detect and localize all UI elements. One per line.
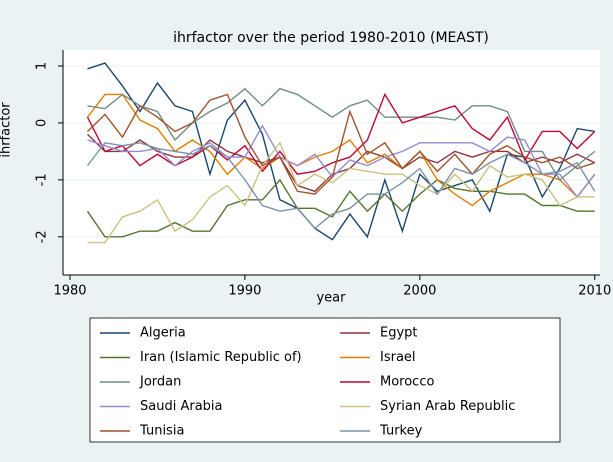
x-tick-label: 2000 <box>403 284 436 299</box>
legend-label: Morocco <box>380 375 434 390</box>
legend-label: Jordan <box>139 375 181 390</box>
chart-title: ihrfactor over the period 1980-2010 (MEA… <box>173 30 489 46</box>
series-line <box>87 93 595 195</box>
x-axis-label: year <box>316 291 346 306</box>
series-line <box>87 124 596 199</box>
y-tick-label: -1 <box>35 173 50 186</box>
y-tick-label: -2 <box>35 230 50 243</box>
legend-label: Syrian Arab Republic <box>380 399 515 414</box>
legend-label: Saudi Arabia <box>140 399 223 414</box>
legend-label: Israel <box>380 350 416 365</box>
legend <box>89 317 561 443</box>
series-line <box>86 178 595 238</box>
x-tick-label: 2010 <box>578 284 611 299</box>
series-line <box>87 133 596 193</box>
y-axis-label: ihrfactor <box>0 102 14 158</box>
legend-label: Tunisia <box>139 424 184 439</box>
x-tick-label: 1980 <box>53 284 86 299</box>
legend-label: Algeria <box>140 326 186 341</box>
x-tick-label: 1990 <box>228 284 261 299</box>
legend-label: Iran (Islamic Republic of) <box>140 350 302 365</box>
series-line <box>87 87 596 181</box>
legend-label: Egypt <box>380 326 418 341</box>
series-line <box>87 62 595 241</box>
series-line <box>86 142 596 230</box>
series-line <box>87 141 595 244</box>
y-tick-label: 0 <box>35 119 50 127</box>
legend-label: Turkey <box>379 424 423 439</box>
y-tick-label: 1 <box>35 62 50 70</box>
